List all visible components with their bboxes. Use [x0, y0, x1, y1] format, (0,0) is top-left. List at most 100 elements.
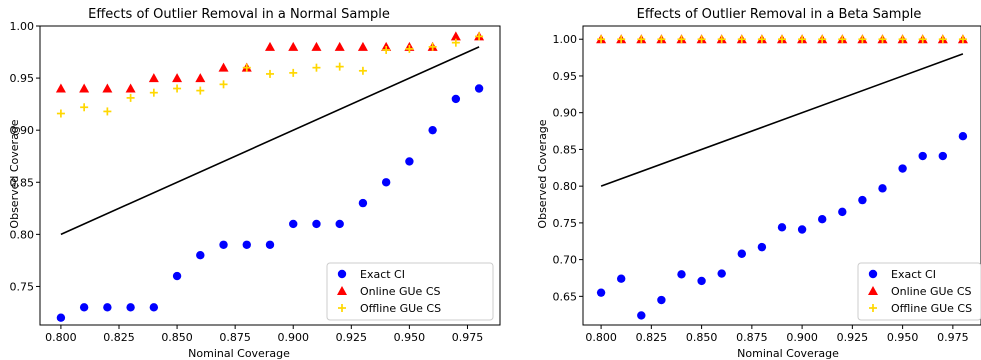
x-tick-label: 0.850	[161, 331, 193, 344]
data-point-plus	[697, 35, 706, 44]
data-point	[196, 250, 205, 260]
data-point-triangle	[334, 41, 345, 51]
series-offline-gue-cs	[597, 35, 967, 44]
data-point-plus	[358, 66, 367, 75]
data-point	[717, 269, 726, 278]
series-exact-ci	[596, 131, 968, 320]
data-point	[126, 303, 135, 312]
data-point	[777, 223, 787, 232]
x-tick-label: 0.825	[103, 331, 135, 344]
x-tick-label: 0.925	[837, 331, 869, 344]
x-tick-label: 0.950	[394, 331, 426, 344]
y-tick-label: 0.90	[553, 107, 578, 120]
data-point	[242, 240, 251, 249]
data-point	[818, 215, 827, 224]
data-point-triangle	[311, 41, 322, 51]
data-point	[358, 198, 368, 208]
plot-frame	[39, 25, 501, 326]
y-axis-label: Observed Coverage	[536, 119, 549, 228]
data-point-plus	[335, 62, 344, 71]
legend-label: Offline GUe CS	[891, 302, 972, 315]
data-point-plus	[149, 88, 158, 97]
data-point-plus	[657, 35, 666, 44]
data-point-plus	[80, 103, 89, 112]
x-tick-label: 0.975	[452, 331, 484, 344]
data-point	[474, 84, 484, 93]
data-point-triangle	[172, 73, 183, 83]
data-point	[405, 157, 414, 166]
data-point-plus	[56, 109, 65, 118]
data-point-plus	[428, 42, 437, 51]
data-point	[938, 151, 948, 161]
legend: Exact CI Online GUe CS Offline GUe CS	[326, 262, 494, 321]
data-point-plus	[637, 35, 646, 44]
y-tick-label: 0.75	[10, 280, 35, 293]
data-point	[335, 219, 344, 229]
x-tick-label: 0.850	[686, 331, 718, 344]
series-exact-ci	[56, 84, 484, 322]
legend-marker	[868, 286, 878, 295]
data-point	[79, 303, 89, 312]
data-point	[898, 164, 907, 173]
legend-marker	[337, 286, 347, 295]
data-point-triangle	[102, 83, 113, 93]
x-axis-label: Nominal Coverage	[188, 347, 290, 360]
legend-label: Online GUe CS	[891, 285, 971, 298]
y-tick-label: 1.00	[553, 33, 578, 46]
data-point	[737, 249, 746, 258]
data-point	[149, 303, 159, 312]
data-point	[697, 276, 706, 286]
legend-label: Online GUe CS	[360, 285, 440, 298]
legend-marker	[868, 269, 878, 279]
data-point-plus	[677, 35, 686, 44]
data-point-plus	[757, 35, 766, 44]
y-tick-label: 0.75	[553, 217, 578, 230]
x-tick-label: 0.800	[45, 331, 77, 344]
data-point-plus	[382, 45, 391, 54]
data-point-plus	[242, 63, 251, 72]
y-tick-label: 1.00	[10, 20, 35, 33]
data-point-plus	[838, 35, 847, 44]
legend: Exact CI Online GUe CS Offline GUe CS	[857, 262, 981, 321]
legend-marker	[869, 304, 877, 312]
x-tick-label: 0.875	[736, 331, 768, 344]
reference-line	[60, 46, 480, 236]
normal-sample-chart: Effects of Outlier Removal in a Normal S…	[8, 7, 501, 360]
plot-frame	[582, 25, 981, 326]
data-point	[172, 271, 182, 281]
data-point	[677, 270, 686, 279]
y-tick-label: 0.85	[553, 143, 578, 156]
y-tick-label: 0.95	[10, 72, 35, 85]
data-point	[428, 125, 437, 135]
data-point	[637, 311, 646, 320]
data-point	[918, 151, 927, 161]
data-point	[878, 184, 887, 193]
data-point-plus	[289, 68, 298, 77]
data-point-plus	[597, 35, 606, 44]
data-point-plus	[451, 38, 460, 47]
data-point-triangle	[288, 41, 299, 51]
data-point	[289, 219, 298, 229]
data-point	[858, 195, 867, 205]
y-tick-label: 0.80	[553, 180, 578, 193]
data-point-plus	[173, 84, 182, 93]
data-point-plus	[717, 35, 726, 44]
y-tick-label: 0.85	[10, 176, 35, 189]
data-point-plus	[126, 93, 135, 102]
data-point-plus	[778, 35, 786, 44]
x-axis-label: Nominal Coverage	[737, 347, 839, 360]
data-point-triangle	[357, 41, 368, 51]
data-point-plus	[312, 63, 321, 72]
x-tick-label: 0.900	[277, 331, 309, 344]
x-tick-label: 0.875	[219, 331, 251, 344]
data-point	[616, 274, 626, 283]
data-point	[312, 219, 321, 229]
chart-title: Effects of Outlier Removal in a Beta Sam…	[637, 7, 922, 22]
data-point	[596, 288, 606, 297]
data-point-plus	[103, 107, 112, 116]
chart-title: Effects of Outlier Removal in a Normal S…	[88, 7, 390, 22]
series-online-gue-cs	[55, 31, 485, 93]
data-point-plus	[196, 86, 205, 95]
data-point-triangle	[125, 83, 136, 93]
data-point-triangle	[148, 73, 159, 83]
